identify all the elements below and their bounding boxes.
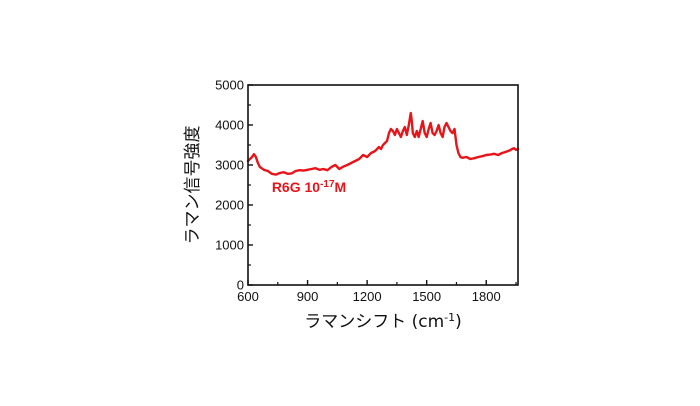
x-axis-title: ラマンシフト (cm-1) <box>304 311 462 333</box>
spectrum-line <box>246 111 520 176</box>
x-tick-label: 1200 <box>353 289 382 304</box>
y-tick-label: 3000 <box>215 158 244 173</box>
plot-layer <box>246 111 520 176</box>
x-tick-label: 900 <box>297 289 319 304</box>
annotation-suffix: M <box>335 179 347 195</box>
annotation-text: R6G 10 <box>272 179 320 195</box>
y-tick-label: 5000 <box>215 78 244 93</box>
x-tick-label: 1800 <box>472 289 501 304</box>
x-axis-title-main: ラマンシフト (cm <box>304 312 444 332</box>
y-tick-label: 1000 <box>215 238 244 253</box>
y-tick-label: 4000 <box>215 118 244 133</box>
y-tick-label: 0 <box>237 278 244 293</box>
labels-layer: ラマン信号強度 ラマンシフト (cm-1) R6G 10-17M <box>183 126 462 333</box>
sample-annotation: R6G 10-17M <box>272 178 346 195</box>
y-axis-title: ラマン信号強度 <box>183 126 203 245</box>
annotation-superscript: -17 <box>320 178 335 189</box>
y-tick-label: 2000 <box>215 198 244 213</box>
x-tick-label: 600 <box>237 289 259 304</box>
x-axis-title-end: ) <box>455 312 462 332</box>
axes-layer: 600 900 1200 1500 1800 0 1000 2000 3000 4000 5000 <box>215 78 519 304</box>
x-tick-label: 1500 <box>412 289 441 304</box>
x-axis-title-superscript: -1 <box>444 311 455 324</box>
